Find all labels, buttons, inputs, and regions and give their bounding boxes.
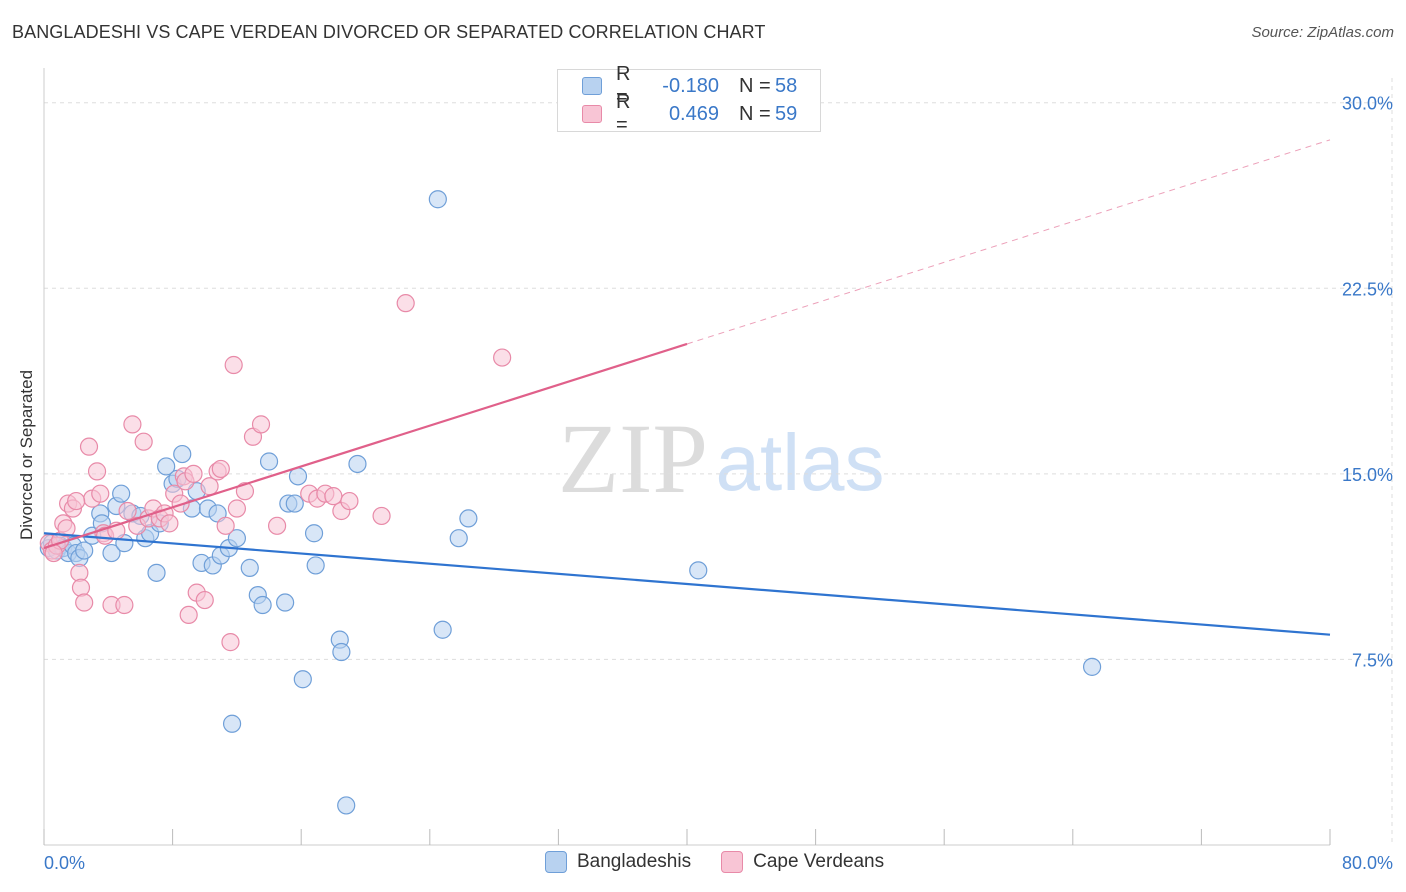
r-value: -0.180 [662, 74, 719, 97]
blue-swatch [582, 77, 602, 95]
bangladeshi-point [173, 444, 192, 464]
legend-label: Bangladeshis [577, 851, 692, 872]
bangladeshi-point [337, 796, 356, 815]
cape-verdean-point [211, 459, 230, 479]
cape-verdean-point [184, 464, 203, 483]
bangladeshi-point [157, 457, 176, 476]
bangladeshi-point [1082, 657, 1102, 676]
cape-verdean-point [200, 477, 219, 496]
cape-verdean-point [235, 482, 255, 501]
legend-item-cape-verdeans[interactable]: Cape Verdeans [721, 851, 884, 873]
bangladeshi-point [433, 620, 452, 639]
bangladeshi-point [240, 558, 259, 577]
cape-verdean-point [134, 432, 153, 451]
cape-verdean-point [118, 501, 137, 521]
legend-label: Cape Verdeans [753, 851, 885, 872]
cape-verdean-point [87, 462, 107, 481]
y-tick-label: 15.0% [1342, 465, 1393, 485]
trend-line [43, 342, 688, 550]
n-label: N = [739, 102, 771, 125]
stats-row-cape-verdeans: R = 0.469 N = 59 [582, 91, 798, 136]
bangladeshi-point [147, 563, 166, 582]
y-tick-label: 7.5% [1352, 650, 1393, 670]
y-tick-label: 30.0% [1342, 94, 1393, 114]
cape-verdean-point [171, 494, 190, 513]
bangladeshi-point [449, 529, 468, 548]
cape-verdean-point [216, 516, 235, 535]
cape-verdean-point [396, 294, 415, 313]
bangladeshi-point [332, 642, 351, 662]
cape-verdean-point [267, 516, 287, 535]
n-value: 58 [775, 74, 798, 97]
watermark-atlas: atlas [716, 418, 885, 507]
bangladeshi-point [689, 561, 708, 580]
n-value: 59 [775, 102, 798, 125]
bangladeshi-point [227, 529, 246, 548]
bangladeshi-point [306, 556, 325, 575]
bangladeshi-point [253, 595, 272, 615]
stats-row-bangladeshis: R = -0.180 N = 58 [582, 63, 798, 108]
cape-verdean-point [221, 633, 240, 652]
pink-swatch [582, 105, 602, 123]
cape-verdean-point [79, 437, 99, 456]
series-legend: Bangladeshis Cape Verdeans [545, 851, 914, 873]
bangladeshi-point [459, 509, 478, 528]
cape-verdean-point [71, 578, 91, 597]
trend-line [43, 532, 1331, 636]
cape-verdean-point [75, 593, 94, 612]
trend-line-extension [686, 139, 1331, 345]
bangladeshi-point [259, 452, 279, 471]
bangladeshi-point [293, 670, 312, 689]
source-label: Source: ZipAtlas.com [1251, 24, 1394, 41]
cape-verdean-point [123, 415, 142, 434]
y-tick-label: 22.5% [1342, 279, 1393, 299]
r-label: R = [616, 63, 631, 108]
cape-verdean-point [195, 590, 214, 610]
cape-verdean-point [251, 415, 271, 434]
bangladeshi-point [304, 524, 324, 543]
bangladeshi-point [348, 454, 367, 474]
cape-verdean-point [91, 484, 110, 503]
n-label: N = [739, 74, 771, 97]
r-value: 0.469 [668, 102, 719, 125]
cape-verdean-point [179, 605, 198, 625]
bangladeshi-point [428, 190, 447, 209]
x-tick-label: 80.0% [1342, 853, 1393, 873]
watermark-zip: ZIP [558, 403, 708, 514]
bangladeshi-point [102, 543, 121, 563]
bangladeshi-point [112, 484, 131, 503]
bangladeshi-point [222, 714, 242, 733]
cape-verdean-point [160, 514, 179, 533]
cape-verdean-point [324, 487, 343, 506]
legend-item-bangladeshis[interactable]: Bangladeshis [545, 851, 691, 873]
chart-title: BANGLADESHI VS CAPE VERDEAN DIVORCED OR … [12, 22, 766, 42]
blue-swatch [545, 851, 567, 873]
cape-verdean-point [115, 595, 134, 615]
cape-verdean-point [67, 491, 86, 511]
r-label: R = [616, 91, 631, 136]
bangladeshi-point [75, 541, 94, 560]
stats-legend: R = -0.180 N = 58 R = 0.469 N = 59 [557, 63, 821, 136]
cape-verdean-point [372, 506, 391, 526]
bangladeshi-point [285, 494, 304, 513]
cape-verdean-point [227, 499, 246, 518]
bangladeshi-point [276, 593, 295, 612]
cape-verdean-point [493, 348, 512, 367]
cape-verdean-point [224, 355, 243, 375]
cape-verdean-point [340, 491, 359, 511]
cape-verdean-point [57, 519, 76, 538]
pink-swatch [721, 851, 744, 873]
x-tick-label: 0.0% [44, 853, 85, 873]
